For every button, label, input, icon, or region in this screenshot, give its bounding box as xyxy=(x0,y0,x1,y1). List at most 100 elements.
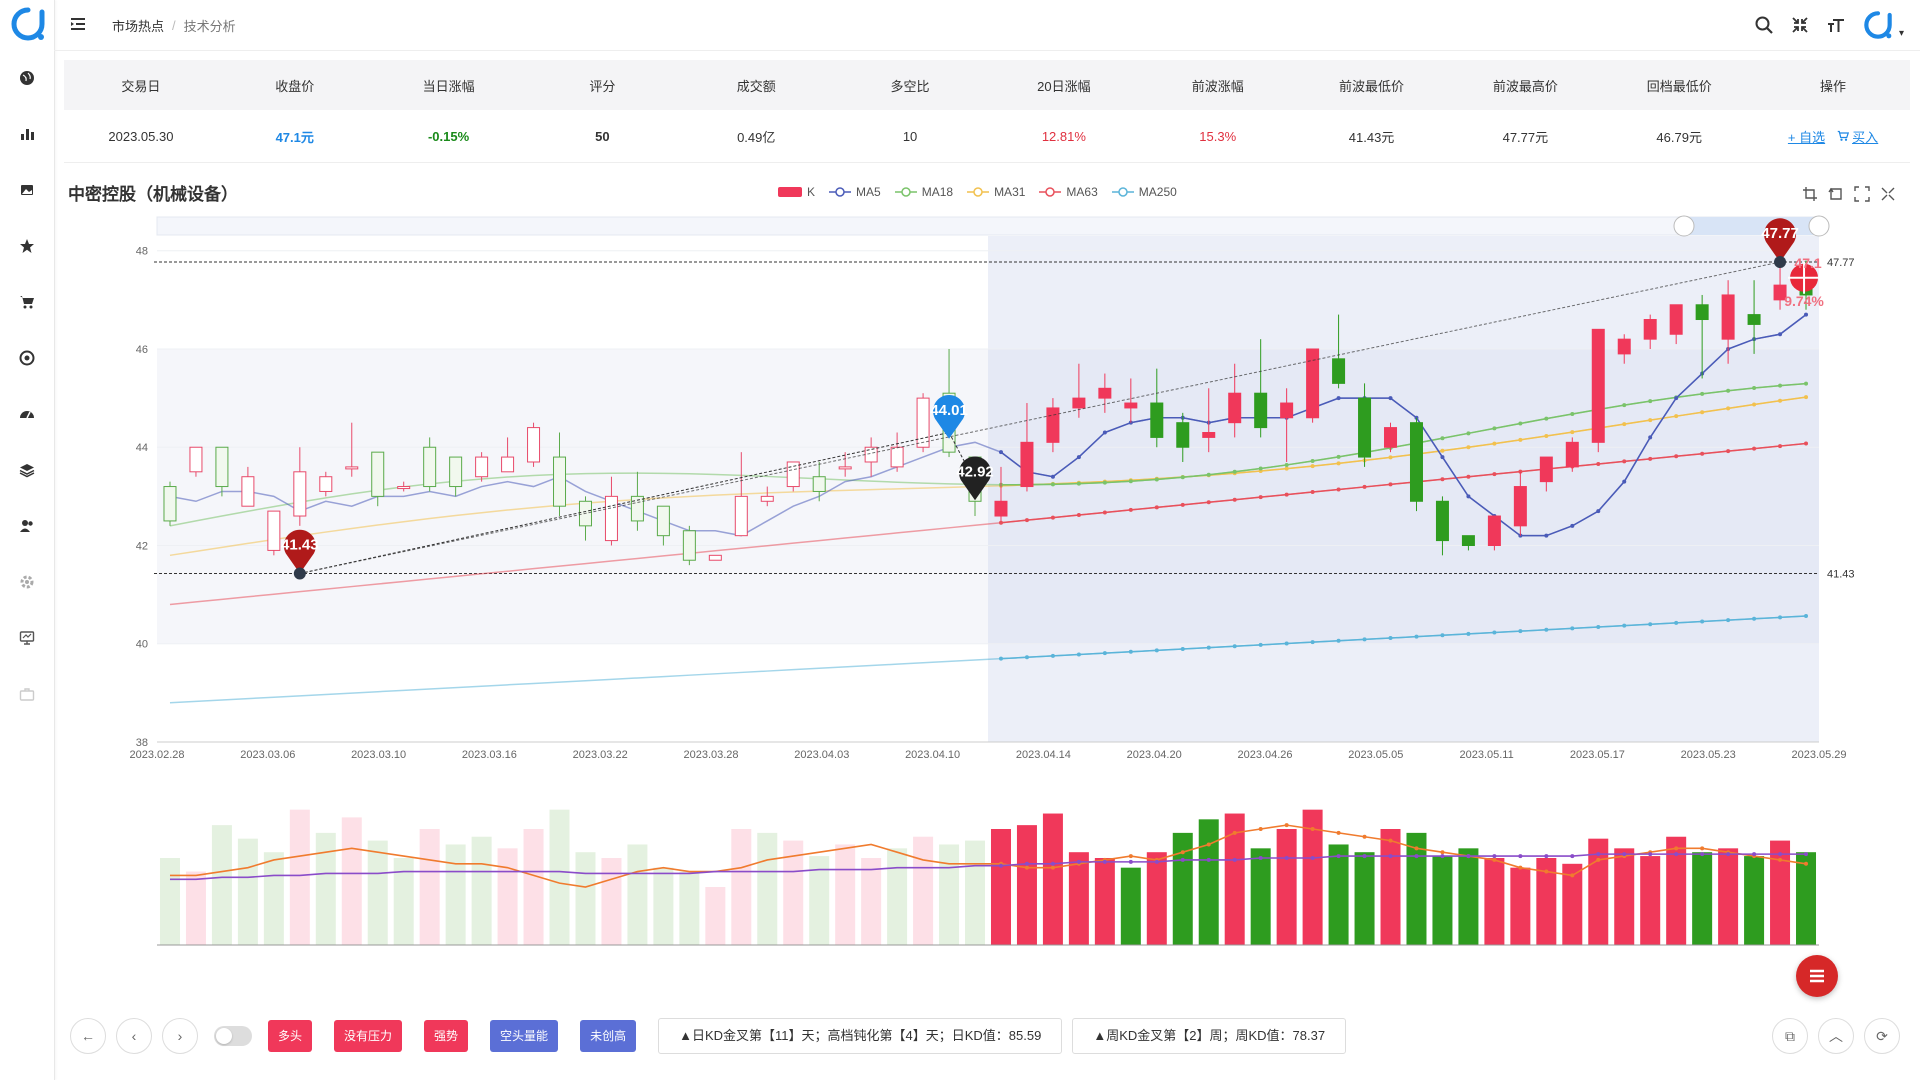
candle-body[interactable] xyxy=(1228,392,1242,424)
volume-bar[interactable] xyxy=(887,848,908,945)
collapse-icon[interactable] xyxy=(1789,14,1811,36)
image-icon[interactable] xyxy=(17,180,37,200)
candle-body[interactable] xyxy=(1461,535,1475,546)
candle-body[interactable] xyxy=(1773,284,1787,301)
candle-body[interactable] xyxy=(501,456,515,473)
candle-body[interactable] xyxy=(241,476,255,507)
volume-bar[interactable] xyxy=(913,836,934,945)
volume-bar[interactable] xyxy=(1302,809,1323,945)
copy-button[interactable]: ⧉ xyxy=(1772,1018,1808,1054)
volume-bar[interactable] xyxy=(1458,848,1479,945)
candle-body[interactable] xyxy=(812,476,826,492)
candle-body[interactable] xyxy=(1539,456,1553,483)
user-avatar[interactable] xyxy=(1861,10,1895,40)
price-marker-high[interactable] xyxy=(1764,218,1797,263)
candle-body[interactable] xyxy=(682,530,696,561)
legend-item-ma18[interactable]: MA18 xyxy=(894,185,953,199)
candle-body[interactable] xyxy=(1176,422,1190,448)
candle-body[interactable] xyxy=(1046,407,1060,443)
candle-body[interactable] xyxy=(1072,397,1086,409)
legend-item-ma250[interactable]: MA250 xyxy=(1111,185,1177,199)
candle-body[interactable] xyxy=(449,456,463,488)
candle-body[interactable] xyxy=(708,554,722,561)
volume-bar[interactable] xyxy=(1250,848,1271,945)
volume-bar[interactable] xyxy=(1588,838,1609,945)
volume-bar[interactable] xyxy=(1666,836,1687,945)
volume-bar[interactable] xyxy=(419,829,440,945)
volume-bar[interactable] xyxy=(263,852,284,945)
volume-bar[interactable] xyxy=(1510,867,1531,945)
volume-bar[interactable] xyxy=(341,817,362,945)
volume-bar[interactable] xyxy=(965,840,986,945)
chevron-down-icon[interactable]: ▾ xyxy=(1898,27,1904,39)
volume-bar[interactable] xyxy=(1562,863,1583,945)
status-tag-1[interactable]: 没有压力 xyxy=(334,1020,403,1052)
font-size-icon[interactable] xyxy=(1825,14,1847,36)
layers-icon[interactable] xyxy=(17,460,37,480)
volume-bar[interactable] xyxy=(1276,829,1297,945)
next-button[interactable]: › xyxy=(162,1018,198,1054)
volume-bar[interactable] xyxy=(679,871,700,945)
candle-body[interactable] xyxy=(371,451,385,497)
candle-body[interactable] xyxy=(760,495,774,502)
refresh-button[interactable]: ⟳ xyxy=(1864,1018,1900,1054)
globe-icon[interactable] xyxy=(17,68,37,88)
volume-bar[interactable] xyxy=(783,840,804,945)
volume-bar[interactable] xyxy=(1068,852,1089,945)
candle-body[interactable] xyxy=(630,495,644,522)
fullscreen-icon[interactable] xyxy=(1854,186,1870,202)
scroll-top-button[interactable]: ︿ xyxy=(1818,1018,1854,1054)
volume-bar[interactable] xyxy=(1198,819,1219,945)
candle-body[interactable] xyxy=(397,486,411,490)
volume-bar[interactable] xyxy=(1640,856,1661,945)
volume-bar[interactable] xyxy=(835,844,856,945)
back-button[interactable]: ← xyxy=(70,1018,106,1054)
star-icon[interactable] xyxy=(17,236,37,256)
app-logo[interactable] xyxy=(10,6,46,42)
candle-body[interactable] xyxy=(553,456,567,507)
volume-bar[interactable] xyxy=(1718,848,1739,945)
volume-bar[interactable] xyxy=(549,809,570,945)
bar-chart-icon[interactable] xyxy=(17,124,37,144)
candle-body[interactable] xyxy=(1306,348,1320,419)
expand-icon[interactable] xyxy=(1880,186,1896,202)
volume-bar[interactable] xyxy=(159,858,180,945)
volume-bar[interactable] xyxy=(1354,852,1375,945)
candle-body[interactable] xyxy=(916,397,930,448)
candle-body[interactable] xyxy=(1721,294,1735,340)
volume-bar[interactable] xyxy=(497,848,518,945)
volume-bar[interactable] xyxy=(185,871,206,945)
candle-body[interactable] xyxy=(163,486,177,522)
volume-bar[interactable] xyxy=(1146,852,1167,945)
candle-body[interactable] xyxy=(864,446,878,463)
target-icon[interactable] xyxy=(17,348,37,368)
volume-bar[interactable] xyxy=(1016,825,1037,945)
candle-body[interactable] xyxy=(1332,358,1346,384)
volume-bar[interactable] xyxy=(861,858,882,945)
candle-body[interactable] xyxy=(527,427,541,463)
volume-bar[interactable] xyxy=(237,838,258,945)
volume-bar[interactable] xyxy=(809,856,830,945)
candle-body[interactable] xyxy=(319,476,333,492)
volume-bar[interactable] xyxy=(1406,832,1427,945)
candle-body[interactable] xyxy=(656,505,670,537)
candle-body[interactable] xyxy=(423,446,437,488)
navigator-handle-left[interactable] xyxy=(1673,215,1695,237)
candle-body[interactable] xyxy=(890,446,904,468)
volume-bar[interactable] xyxy=(1224,813,1245,945)
candle-body[interactable] xyxy=(1254,392,1268,429)
volume-bar[interactable] xyxy=(211,825,232,945)
volume-bar[interactable] xyxy=(939,844,960,945)
candle-body[interactable] xyxy=(1098,387,1112,399)
navigator-strip[interactable] xyxy=(156,216,1820,236)
candle-body[interactable] xyxy=(267,510,281,551)
price-marker-current[interactable] xyxy=(959,456,992,501)
volume-bar[interactable] xyxy=(990,829,1011,945)
dashboard-icon[interactable] xyxy=(17,404,37,424)
candle-body[interactable] xyxy=(786,461,800,488)
add-watchlist-link[interactable]: + 自选 xyxy=(1787,129,1826,145)
volume-bar[interactable] xyxy=(1380,829,1401,945)
cart-icon[interactable] xyxy=(17,292,37,312)
price-marker-low[interactable] xyxy=(283,529,316,574)
volume-bar[interactable] xyxy=(1328,844,1349,945)
